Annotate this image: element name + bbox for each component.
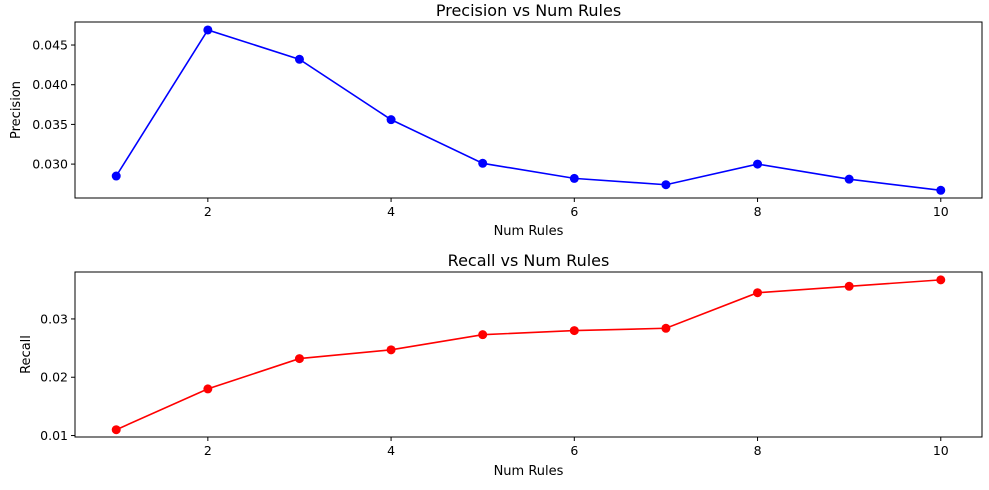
chart-2-data-point (478, 330, 488, 340)
chart-1-data-point (386, 115, 396, 125)
chart-2-data-point (386, 345, 396, 355)
chart-2-title: Recall vs Num Rules (448, 251, 610, 270)
chart-1-y-tick-label: 0.035 (32, 117, 68, 132)
chart-1-data-point (294, 54, 304, 64)
chart-2-x-tick-label: 6 (570, 443, 578, 458)
chart-2-plot-frame (74, 271, 983, 438)
chart-1-x-tick-label: 6 (570, 204, 578, 219)
chart-1-x-tick-label: 8 (754, 204, 762, 219)
chart-2-y-tick-label: 0.02 (40, 370, 68, 385)
chart-1-y-axis-label: Precision (9, 81, 24, 139)
chart-2-data-point (844, 281, 854, 291)
chart-1-data-point (844, 174, 854, 184)
chart-2-x-tick-label: 4 (387, 443, 395, 458)
chart-2-y-tick-label: 0.03 (40, 311, 68, 326)
chart-1-x-tick-label: 10 (933, 204, 949, 219)
chart-1-title: Precision vs Num Rules (436, 1, 621, 20)
chart-1-data-point (203, 25, 213, 35)
chart-1-plot-frame (74, 21, 983, 199)
chart-2-data-point (294, 354, 304, 364)
chart-2-data-point (936, 275, 946, 285)
chart-1-data-point (753, 159, 763, 169)
chart-1-x-tick-label: 2 (204, 204, 212, 219)
chart-1-data-point (661, 180, 671, 190)
chart-1-y-tick-label: 0.030 (32, 157, 68, 172)
chart-2-y-axis-label: Recall (19, 335, 34, 374)
chart-1-data-point (478, 158, 488, 168)
chart-2-data-point (753, 288, 763, 298)
chart-2-series-line (115, 279, 941, 431)
chart-2-x-tick-label: 8 (754, 443, 762, 458)
chart-2-x-tick-label: 10 (933, 443, 949, 458)
chart-2-data-point (111, 425, 121, 435)
chart-1-data-point (936, 185, 946, 195)
chart-2-x-tick-label: 2 (204, 443, 212, 458)
chart-1-x-tick-label: 4 (387, 204, 395, 219)
chart-1-x-axis-label: Num Rules (494, 224, 564, 239)
chart-2-y-tick-label: 0.01 (40, 428, 68, 443)
chart-1-data-point (569, 173, 579, 183)
chart-1-series-line (115, 28, 941, 192)
chart-1-y-tick-label: 0.040 (32, 77, 68, 92)
chart-2-data-point (569, 326, 579, 336)
chart-2-x-axis-label: Num Rules (494, 464, 564, 479)
chart-2-data-point (661, 323, 671, 333)
chart-1-data-point (111, 171, 121, 181)
chart-2-data-point (203, 384, 213, 394)
chart-1-y-tick-label: 0.045 (32, 38, 68, 53)
